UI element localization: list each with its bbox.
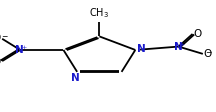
Text: +: + [21,45,27,50]
Text: N: N [71,73,80,83]
Text: N: N [137,44,146,54]
Text: O: O [204,49,212,59]
Text: O: O [0,57,1,67]
Text: +: + [180,42,185,47]
Text: O: O [0,33,1,43]
Text: CH$_3$: CH$_3$ [89,7,109,20]
Text: N: N [174,42,183,52]
Text: −: − [2,32,8,41]
Text: −: − [205,48,212,57]
Text: N: N [15,45,24,55]
Text: O: O [193,29,202,39]
